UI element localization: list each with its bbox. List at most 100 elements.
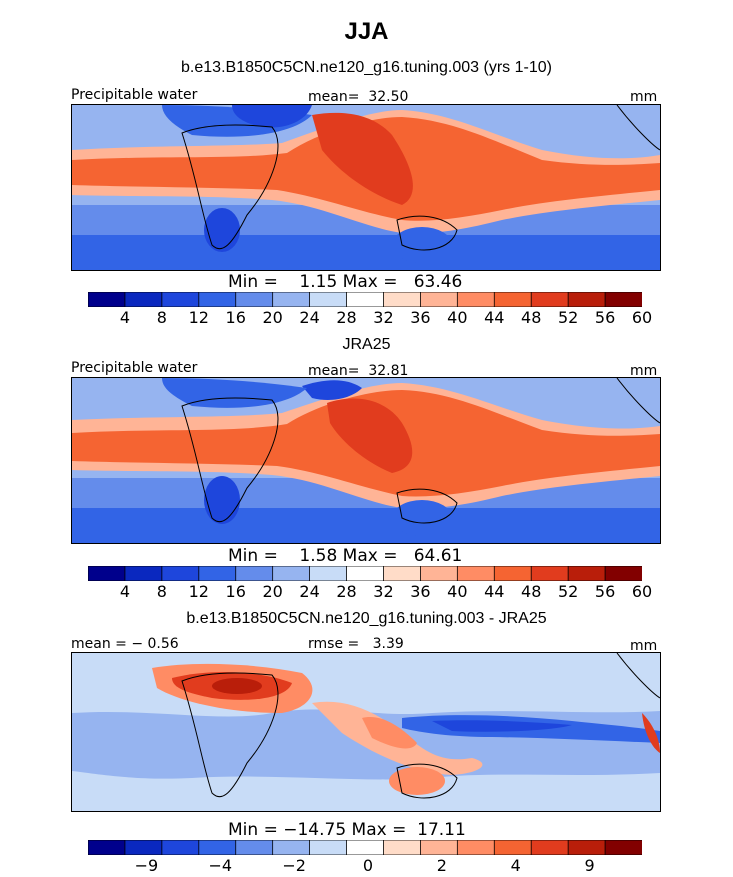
panel-3-pacific-dry-core <box>432 720 572 732</box>
panel-1-colorbar-tick-label: 24 <box>299 308 320 327</box>
panel-3-australia-bias <box>389 767 445 795</box>
panel-3-colorbar-tick-label: 2 <box>436 856 447 875</box>
panel-3-colorbar-tick-label: 0 <box>362 856 374 875</box>
panel-3-minmax: Min = −14.75 Max = 17.11 <box>228 820 466 840</box>
panel-1-colorbar-swatch <box>161 292 200 307</box>
panel-3-colorbar-svg <box>88 840 642 855</box>
panel-2-colorbar-tick-label: 12 <box>188 582 209 601</box>
panel-1-colorbar-swatch <box>272 292 311 307</box>
panel-1-mean-label: mean= 32.50 <box>308 89 409 105</box>
panel-2-colorbar-tick-label: 28 <box>336 582 357 601</box>
panel-2-colorbar-swatch <box>604 566 642 581</box>
panel-1-colorbar-svg <box>88 292 642 307</box>
panel-2-colorbar-tick-label: 24 <box>299 582 320 601</box>
panel-3-map <box>71 652 661 812</box>
panel-2-colorbar-svg <box>88 566 642 581</box>
panel-3-colorbar-tick-label: 4 <box>510 856 521 875</box>
panel-3-colorbar-swatch <box>124 840 163 855</box>
figure-title: JJA <box>344 18 389 45</box>
panel-1-colorbar-swatch <box>530 292 570 307</box>
panel-1-variable-label: Precipitable water <box>71 87 198 103</box>
panel-3-sahel-peak <box>212 678 262 694</box>
panel-1-colorbar-swatch <box>309 292 348 307</box>
panel-2-tibet-dry <box>302 380 362 400</box>
panel-2-colorbar-swatch <box>419 566 459 581</box>
panel-1-colorbar-tick-label: 8 <box>156 308 167 327</box>
panel-1-colorbar-swatch <box>383 292 422 307</box>
panel-3-title: b.e13.B1850C5CN.ne120_g16.tuning.003 - J… <box>186 610 547 627</box>
panel-3-colorbar-swatch <box>383 840 422 855</box>
panel-1-australia-coast <box>396 215 458 251</box>
panel-1-americas-coast <box>616 105 660 151</box>
panel-3-colorbar-swatch <box>530 840 570 855</box>
panel-2-colorbar-tick-label: 44 <box>484 582 505 601</box>
panel-2-colorbar-tick-label: 56 <box>594 582 616 601</box>
panel-1-colorbar-tick-label: 48 <box>521 308 542 327</box>
panel-1-title: b.e13.B1850C5CN.ne120_g16.tuning.003 (yr… <box>181 59 552 76</box>
panel-1-map <box>71 104 661 271</box>
panel-1-monsoon-core <box>312 112 413 205</box>
panel-2-south-africa-dry <box>204 476 240 524</box>
panel-1-colorbar-tick-label: 28 <box>336 308 357 327</box>
panel-3-mean-label: mean = − 0.56 <box>71 636 179 652</box>
panel-2-colorbar-swatch <box>88 566 126 581</box>
panel-2-variable-label: Precipitable water <box>71 360 198 376</box>
panel-1-colorbar-swatch <box>493 292 533 307</box>
panel-1-colorbar-tick-label: 20 <box>262 308 283 327</box>
panel-2-colorbar-swatch <box>272 566 311 581</box>
panel-2-africa-coast <box>181 397 279 523</box>
panel-3-colorbar-swatch <box>309 840 348 855</box>
panel-2-colorbar-swatch <box>456 566 496 581</box>
panel-1-units-label: mm <box>630 89 658 105</box>
panel-3-africa-coast <box>181 672 279 798</box>
panel-2-colorbar-tick-label: 60 <box>631 582 653 601</box>
panel-1-colorbar-swatch <box>235 292 274 307</box>
panel-2-australia-coast <box>396 488 458 524</box>
panel-3-colorbar-swatch <box>88 840 126 855</box>
panel-1-south-band-2 <box>72 235 660 270</box>
panel-2-colorbar-swatch <box>124 566 163 581</box>
panel-3-colorbar-swatch <box>198 840 237 855</box>
panel-2-colorbar-tick-label: 40 <box>447 582 468 601</box>
panel-2-minmax: Min = 1.58 Max = 64.61 <box>228 546 463 566</box>
panel-1-colorbar-swatch <box>88 292 126 307</box>
panel-3-colorbar-swatch <box>272 840 311 855</box>
panel-3-colorbar-swatch <box>567 840 606 855</box>
panel-3-indian-ocean-core <box>362 717 417 749</box>
panel-1-colorbar-swatch <box>124 292 163 307</box>
panel-2-colorbar-swatch <box>346 566 385 581</box>
panel-2-colorbar-tick-label: 52 <box>557 582 579 601</box>
panel-1-colorbar-swatch <box>456 292 496 307</box>
panel-2-australia-dry <box>392 500 452 536</box>
panel-2-mean-label: mean= 32.81 <box>308 363 409 379</box>
panel-1-sahara-core <box>232 105 312 128</box>
panel-3-units-label: mm <box>630 638 658 654</box>
panel-1-minmax: Min = 1.15 Max = 63.46 <box>228 272 463 292</box>
panel-1-colorbar-tick-label: 36 <box>410 308 431 327</box>
panel-2-colorbar-swatch <box>161 566 200 581</box>
panel-2-colorbar-swatch <box>235 566 274 581</box>
panel-2-colorbar-swatch <box>567 566 606 581</box>
panel-3-colorbar-tick-label: −2 <box>282 856 306 875</box>
panel-2-colorbar-tick-label: 36 <box>410 582 431 601</box>
panel-3-colorbar-tick-label: −9 <box>134 856 159 875</box>
panel-1-colorbar-tick-label: 60 <box>631 308 653 327</box>
panel-2-colorbar-tick-label: 20 <box>262 582 283 601</box>
panel-2-colorbar-swatch <box>309 566 348 581</box>
panel-1-south-africa-dry <box>204 208 240 252</box>
panel-3-colorbar-swatch <box>456 840 496 855</box>
panel-2-colorbar-swatch <box>530 566 570 581</box>
panel-2-colorbar-tick-label: 32 <box>373 582 394 601</box>
panel-1-colorbar-tick-label: 16 <box>225 308 246 327</box>
panel-2-colorbar <box>88 566 642 581</box>
panel-3-colorbar-swatch <box>346 840 385 855</box>
panel-3-colorbar-swatch <box>419 840 459 855</box>
panel-2-colorbar-swatch <box>198 566 237 581</box>
panel-2-south-band-2 <box>72 508 660 543</box>
panel-2-monsoon-core <box>327 398 413 473</box>
panel-1-africa-coast <box>181 124 279 250</box>
panel-1-colorbar-tick-label: 52 <box>557 308 579 327</box>
panel-3-colorbar-swatch <box>161 840 200 855</box>
panel-2-title: JRA25 <box>342 336 391 353</box>
panel-3-colorbar-tick-label: −4 <box>208 856 233 875</box>
